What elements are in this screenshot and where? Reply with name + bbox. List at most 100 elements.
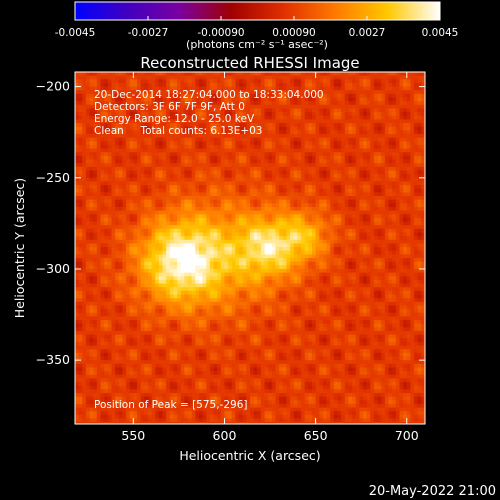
- heatmap-cell: [89, 185, 94, 190]
- heatmap-cell: [301, 239, 306, 244]
- heatmap-cell: [217, 144, 222, 150]
- heatmap-cell: [282, 210, 287, 215]
- heatmap-cell: [202, 243, 207, 248]
- heatmap-cell: [177, 112, 182, 117]
- heatmap-cell: [250, 247, 255, 252]
- heatmap-cell: [144, 86, 149, 91]
- heatmap-cell: [118, 199, 123, 204]
- heatmap-cell: [206, 163, 211, 168]
- heatmap-cell: [366, 79, 371, 84]
- heatmap-cell: [311, 217, 317, 223]
- heatmap-cell: [89, 177, 94, 182]
- heatmap-cell: [235, 250, 240, 255]
- heatmap-cell: [395, 108, 400, 113]
- heatmap-cell: [82, 199, 87, 204]
- heatmap-cell: [417, 206, 422, 212]
- heatmap-cell: [155, 210, 160, 215]
- heatmap-cell: [290, 185, 295, 190]
- heatmap-cell: [260, 232, 266, 237]
- heatmap-cell: [301, 232, 306, 237]
- heatmap-cell: [162, 115, 167, 120]
- heatmap-cell: [198, 75, 204, 80]
- heatmap-cell: [96, 236, 102, 241]
- heatmap-cell: [301, 192, 306, 197]
- heatmap-cell: [406, 232, 411, 237]
- heatmap-cell: [395, 243, 400, 248]
- heatmap-cell: [381, 232, 386, 237]
- heatmap-cell: [188, 258, 193, 263]
- heatmap-cell: [414, 75, 419, 80]
- heatmap-cell: [180, 75, 185, 80]
- heatmap-cell: [228, 119, 233, 124]
- heatmap-cell: [217, 137, 222, 142]
- heatmap-cell: [246, 254, 251, 259]
- heatmap-cell: [279, 112, 284, 117]
- heatmap-cell: [388, 108, 393, 113]
- heatmap-cell: [268, 90, 273, 95]
- heatmap-cell: [392, 181, 397, 186]
- heatmap-cell: [253, 170, 258, 175]
- heatmap-cell: [180, 243, 185, 248]
- heatmap-cell: [330, 130, 335, 135]
- heatmap-cell: [330, 72, 335, 77]
- heatmap-cell: [147, 232, 153, 237]
- heatmap-cell: [330, 148, 335, 153]
- heatmap-cell: [162, 258, 167, 263]
- heatmap-cell: [250, 192, 255, 197]
- heatmap-cell: [118, 79, 123, 84]
- heatmap-cell: [242, 115, 247, 120]
- heatmap-cell: [85, 93, 91, 99]
- heatmap-cell: [246, 90, 251, 95]
- heatmap-cell: [311, 258, 317, 263]
- heatmap-cell: [363, 115, 368, 120]
- heatmap-cell: [301, 123, 306, 128]
- heatmap-cell: [260, 159, 266, 164]
- heatmap-cell: [93, 225, 98, 230]
- heatmap-cell: [136, 243, 142, 248]
- heatmap-cell: [206, 75, 211, 80]
- heatmap-cell: [377, 134, 382, 139]
- heatmap-cell: [363, 141, 368, 146]
- heatmap-cell: [224, 75, 229, 80]
- heatmap-cell: [268, 112, 273, 117]
- heatmap-cell: [246, 101, 251, 106]
- heatmap-cell: [213, 141, 218, 146]
- heatmap-cell: [107, 170, 112, 175]
- heatmap-cell: [228, 134, 233, 139]
- heatmap-cell: [104, 254, 109, 259]
- heatmap-cell: [301, 152, 306, 157]
- heatmap-cell: [107, 141, 112, 146]
- heatmap-cell: [388, 163, 393, 168]
- heatmap-cell: [311, 93, 317, 99]
- heatmap-cell: [93, 170, 98, 175]
- heatmap-cell: [115, 112, 120, 117]
- heatmap-cell: [151, 119, 156, 124]
- heatmap-cell: [370, 254, 375, 259]
- heatmap-cell: [282, 170, 287, 175]
- heatmap-cell: [191, 247, 196, 252]
- heatmap-cell: [253, 174, 258, 179]
- heatmap-cell: [155, 214, 160, 219]
- heatmap-cell: [93, 79, 98, 84]
- heatmap-cell: [377, 258, 382, 263]
- heatmap-cell: [355, 86, 360, 91]
- heatmap-cell: [198, 97, 204, 102]
- heatmap-cell: [348, 134, 353, 139]
- heatmap-cell: [220, 101, 225, 106]
- heatmap-cell: [133, 115, 138, 120]
- heatmap-cell: [341, 123, 346, 128]
- heatmap-cell: [242, 225, 247, 230]
- heatmap-cell: [195, 258, 200, 263]
- heatmap-cell: [370, 258, 375, 263]
- heatmap-cell: [319, 152, 324, 157]
- heatmap-cell: [421, 177, 425, 182]
- heatmap-cell: [89, 217, 94, 223]
- heatmap-cell: [93, 254, 98, 259]
- heatmap-cell: [326, 228, 331, 233]
- heatmap-cell: [85, 90, 91, 95]
- heatmap-cell: [399, 93, 404, 99]
- heatmap-cell: [366, 236, 371, 241]
- heatmap-cell: [279, 82, 284, 88]
- heatmap-cell: [158, 72, 163, 77]
- heatmap-cell: [271, 123, 277, 128]
